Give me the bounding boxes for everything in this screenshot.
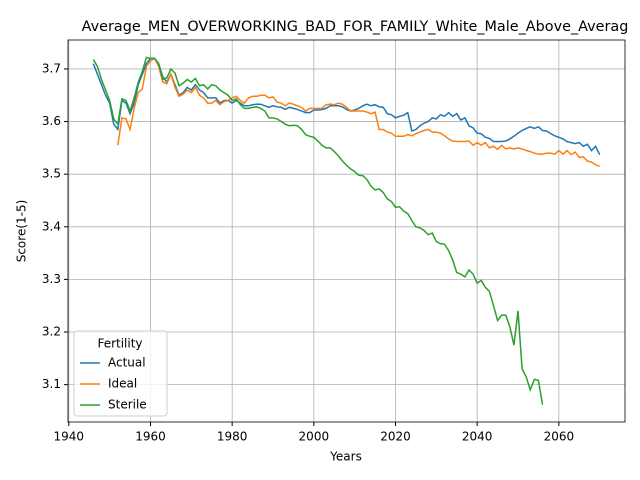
y-tick-label: 3.7: [42, 61, 61, 75]
legend-title: Fertility: [97, 337, 142, 351]
y-tick-label: 3.5: [42, 167, 61, 181]
series-line: [92, 56, 544, 405]
y-axis-label: Score(1-5): [15, 200, 29, 263]
x-tick-label: 1980: [217, 430, 248, 444]
legend-box: [73, 330, 168, 417]
legend-label: Sterile: [108, 398, 147, 412]
chart-title: Average_MEN_OVERWORKING_BAD_FOR_FAMILY_W…: [82, 19, 629, 35]
legend-label: Ideal: [108, 377, 137, 391]
y-tick-label: 3.1: [42, 377, 61, 391]
legend: Fertility Actual Ideal Sterile: [73, 330, 168, 417]
x-tick-label: 2040: [462, 430, 493, 444]
x-tick-label: 2020: [380, 430, 411, 444]
y-tick-label: 3.4: [42, 219, 61, 233]
x-tick-label: 1960: [135, 430, 166, 444]
legend-label: Actual: [108, 356, 146, 370]
x-tick-label: 2000: [299, 430, 330, 444]
x-tick-label: 1940: [54, 430, 85, 444]
series-line: [117, 57, 600, 167]
plot-frame: [67, 39, 626, 423]
y-tick-label: 3.6: [42, 114, 61, 128]
x-axis-label: Years: [329, 450, 362, 464]
y-tick-label: 3.2: [42, 325, 61, 339]
x-tick-label: 2060: [544, 430, 575, 444]
y-tick-label: 3.3: [42, 272, 61, 286]
